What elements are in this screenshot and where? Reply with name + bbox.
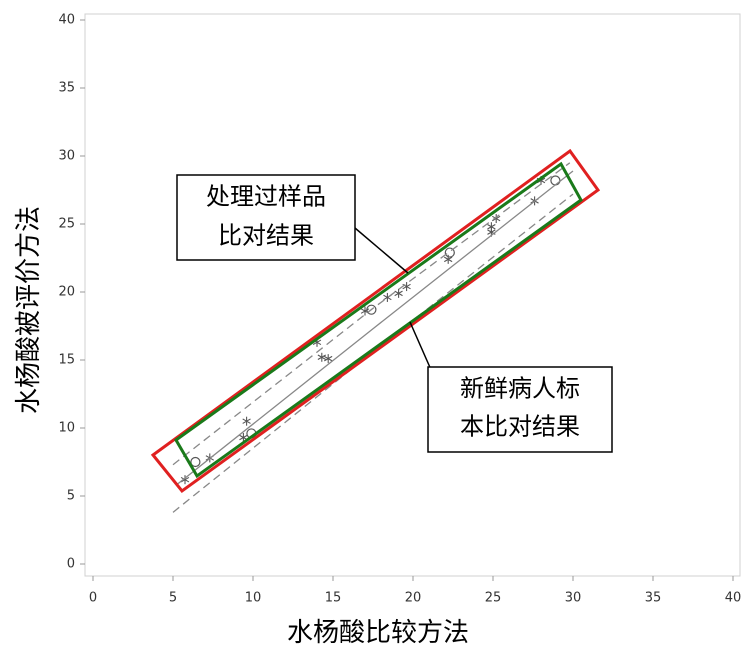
circle-point — [190, 456, 201, 468]
x-axis-label: 水杨酸比较方法 — [287, 618, 469, 648]
x-tick-label: 30 — [565, 591, 582, 606]
annotation: 新鲜病人标 — [460, 375, 580, 403]
x-tick-label: 10 — [245, 591, 262, 606]
y-axis-label: 水杨酸被评价方法 — [14, 206, 44, 414]
asterisk-point — [394, 288, 403, 298]
asterisk-stroke — [324, 355, 333, 362]
asterisk-point — [242, 416, 251, 426]
annotation: 处理过样品 — [206, 183, 326, 211]
x-tick-label: 35 — [645, 591, 662, 606]
circle-point — [366, 304, 377, 315]
asterisk-stroke — [394, 290, 403, 297]
fit-line — [175, 170, 574, 486]
x-tick-label: 0 — [89, 591, 97, 606]
fit-line — [172, 162, 571, 466]
y-tick-label: 20 — [58, 285, 75, 300]
fit-line — [172, 193, 574, 513]
asterisk-stroke — [444, 256, 453, 263]
y-tick-label: 40 — [58, 13, 75, 28]
y-tick-label: 10 — [58, 421, 75, 436]
y-tick-label: 30 — [58, 149, 75, 164]
callout-line — [354, 227, 409, 274]
asterisk-stroke — [239, 434, 248, 441]
y-tick-label: 15 — [58, 353, 75, 368]
asterisk-point — [402, 282, 411, 292]
asterisk-stroke — [492, 215, 501, 222]
asterisk-point — [317, 352, 326, 362]
asterisk-stroke — [402, 283, 411, 290]
asterisk-point — [492, 214, 501, 224]
circle-point — [550, 175, 561, 186]
asterisk-point — [180, 475, 190, 485]
y-tick-label: 35 — [58, 81, 75, 96]
x-tick-label: 20 — [405, 591, 422, 606]
annotation: 本比对结果 — [460, 413, 580, 441]
x-tick-label: 40 — [725, 591, 742, 606]
x-tick-label: 15 — [325, 591, 342, 606]
red-box — [150, 148, 601, 494]
asterisk-stroke — [487, 229, 496, 235]
annotation-box — [176, 174, 356, 261]
plot-area: 0 5 10 15 20 25 30 35 40 0 5 10 15 20 25 30 35 40 — [58, 13, 741, 606]
asterisk-stroke — [360, 308, 370, 314]
asterisk-stroke — [487, 223, 496, 230]
asterisk-point — [487, 222, 496, 232]
asterisk-stroke — [180, 476, 190, 483]
asterisk-stroke — [317, 354, 326, 361]
circle-point — [444, 247, 455, 258]
x-tick-label: 25 — [485, 591, 502, 606]
annotation-box — [427, 366, 613, 453]
asterisk-point — [324, 354, 333, 364]
y-tick-label: 25 — [58, 217, 75, 232]
y-tick-label: 0 — [67, 557, 75, 572]
asterisk-stroke — [312, 339, 322, 346]
green-box — [174, 161, 583, 479]
y-tick-label: 5 — [67, 489, 75, 504]
x-tick-label: 5 — [169, 591, 177, 606]
asterisk-point — [383, 292, 392, 302]
callout-line — [409, 321, 433, 373]
annotation: 比对结果 — [218, 222, 314, 250]
asterisk-stroke — [242, 418, 251, 424]
